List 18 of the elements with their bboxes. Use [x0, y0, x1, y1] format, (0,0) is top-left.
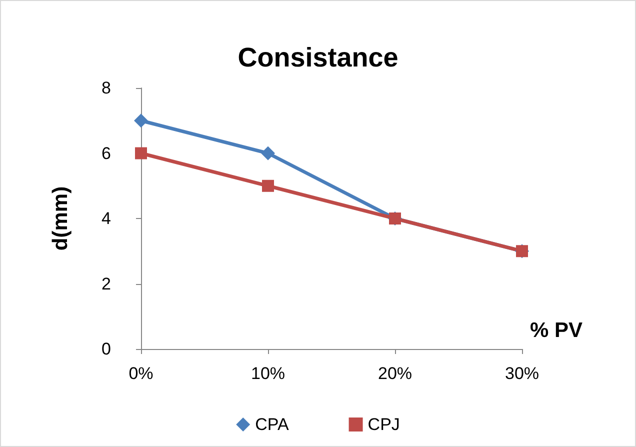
x-tick-label: 10% — [250, 364, 286, 383]
x-tick-label: 0% — [128, 364, 154, 383]
x-axis-title: % PV — [530, 319, 583, 342]
x-tick-label: 30% — [504, 364, 540, 383]
point — [262, 180, 274, 192]
point — [135, 147, 147, 160]
y-tick-label: 8 — [102, 78, 111, 98]
y-tick-label: 4 — [102, 209, 111, 228]
y-tick-label: 6 — [102, 144, 111, 163]
chart-title: Consistance — [238, 42, 398, 72]
y-axis-title: d(mm) — [49, 186, 72, 251]
y-tick-label: 2 — [102, 274, 111, 294]
y-tick-label: 0 — [102, 340, 111, 358]
x-tick-label: 20% — [378, 364, 412, 383]
point — [134, 114, 148, 128]
legend-label: CPA — [255, 415, 290, 434]
point — [261, 146, 275, 160]
legend-label: CPJ — [368, 415, 400, 434]
